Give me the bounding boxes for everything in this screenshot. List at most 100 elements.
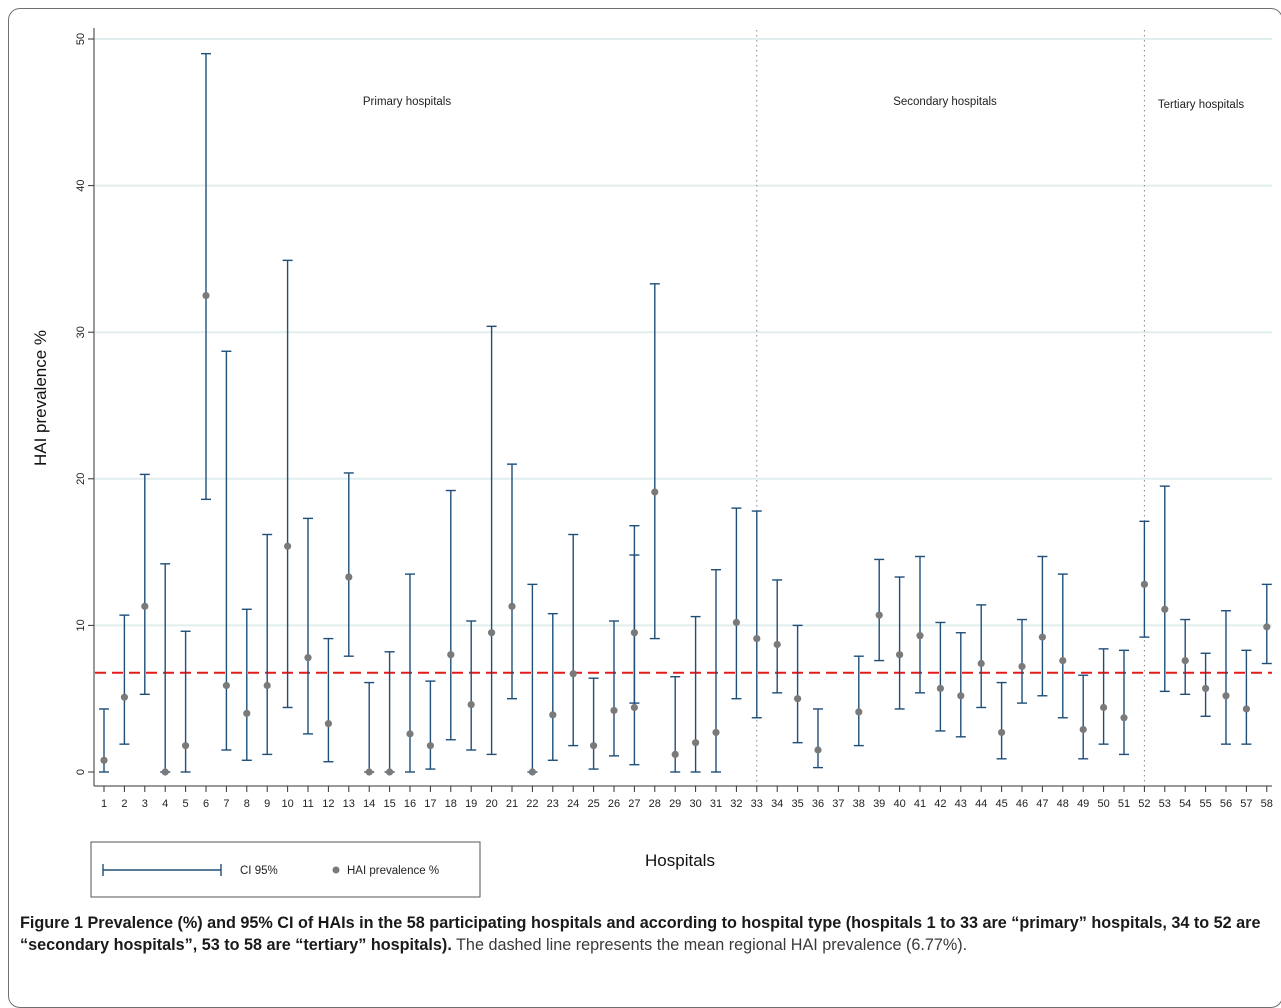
x-tick-label: 10 (281, 798, 293, 810)
legend-point-label: HAI prevalence % (347, 865, 439, 877)
prevalence-point (814, 746, 822, 754)
prevalence-point (855, 708, 863, 716)
prevalence-point (773, 640, 781, 649)
group-label: Secondary hospitals (893, 96, 997, 108)
x-tick-label: 49 (1077, 798, 1089, 810)
x-tick-label: 2 (121, 798, 127, 810)
x-tick-label: 11 (302, 798, 313, 810)
group-labels: Primary hospitals Secondary hospitals Tert… (363, 96, 1244, 111)
prevalence-point (508, 602, 516, 610)
x-tick-label: 7 (223, 798, 229, 810)
prevalence-point (243, 709, 251, 717)
x-tick-label: 58 (1261, 798, 1273, 810)
prevalence-point (467, 700, 475, 709)
figure-caption: Figure 1 Prevalence (%) and 95% CI of HA… (20, 912, 1265, 956)
x-tick-label: 33 (751, 798, 763, 810)
prevalence-point (692, 739, 700, 747)
x-axis-label: Hospitals (645, 851, 715, 870)
x-tick-label: 15 (383, 798, 395, 810)
caption-title: Prevalence (%) and 95% CI of HAIs in the… (20, 914, 1261, 954)
caption-text: The dashed line represents the mean regi… (456, 936, 968, 954)
x-tick-label: 25 (587, 798, 599, 810)
y-tick-label: 10 (75, 619, 87, 631)
prevalence-point (1263, 623, 1271, 631)
caption-label: Figure 1 (20, 914, 83, 932)
prevalence-point (324, 720, 332, 728)
prevalence-point (406, 730, 414, 738)
prevalence-point (957, 692, 965, 700)
prevalence-point (630, 703, 639, 712)
prevalence-point (386, 768, 394, 776)
x-tick-label: 47 (1036, 798, 1048, 810)
x-tick-label: 51 (1118, 798, 1130, 810)
prevalence-points (100, 291, 1271, 776)
x-tick-label: 56 (1220, 798, 1232, 810)
x-tick-label: 23 (547, 798, 559, 810)
x-tick-label: 54 (1179, 798, 1191, 810)
x-tick-label: 38 (853, 798, 865, 810)
x-tick-label: 22 (526, 798, 538, 810)
x-tick-label: 21 (506, 798, 518, 810)
prevalence-point (1161, 605, 1169, 613)
x-tick-label: 40 (893, 798, 905, 810)
x-tick-label: 13 (343, 798, 355, 810)
prevalence-point (1038, 633, 1046, 641)
x-tick-label: 5 (183, 798, 189, 810)
x-tick-label: 17 (424, 798, 436, 810)
x-tick-label: 26 (608, 798, 620, 810)
x-tick-label: 32 (730, 798, 742, 810)
prevalence-point (304, 654, 312, 662)
group-label: Primary hospitals (363, 96, 451, 108)
gridlines (95, 38, 1272, 627)
y-tick-label: 0 (75, 769, 87, 775)
x-tick-label: 29 (669, 798, 681, 810)
prevalence-point (712, 728, 720, 737)
x-tick-label: 48 (1057, 798, 1069, 810)
prevalence-point (447, 651, 455, 659)
x-tick-label: 41 (914, 798, 926, 810)
prevalence-point (1059, 656, 1067, 665)
x-tick-label: 12 (322, 798, 334, 810)
prevalence-point (896, 651, 904, 659)
x-tick-label: 6 (203, 798, 209, 810)
prevalence-point (671, 750, 679, 759)
ci-bars (99, 52, 1272, 773)
prevalence-point (222, 681, 230, 690)
prevalence-point (1120, 714, 1128, 722)
x-tick-label: 39 (873, 798, 885, 810)
x-tick-label: 8 (244, 798, 250, 810)
prevalence-point (528, 768, 537, 776)
x-tick-label: 50 (1097, 798, 1109, 810)
y-axis-label: HAI prevalence % (31, 330, 50, 466)
x-tick-label: 52 (1138, 798, 1150, 810)
y-tick-label: 20 (75, 473, 87, 485)
prevalence-point (1202, 684, 1210, 693)
x-tick-label: 44 (975, 798, 987, 810)
x-tick-label: 34 (771, 798, 783, 810)
prevalence-point (569, 670, 577, 678)
x-tick-label: 46 (1016, 798, 1028, 810)
x-tick-label: 45 (995, 798, 1007, 810)
prevalence-point (610, 706, 618, 715)
hai-prevalence-chart: Primary hospitals Secondary hospitals Tert… (31, 28, 1273, 898)
x-tick-label: 53 (1159, 798, 1171, 810)
x-tick-label: 36 (812, 798, 824, 810)
x-tick-label: 16 (404, 798, 416, 810)
legend: CI 95% HAI prevalence % (90, 841, 481, 898)
prevalence-point (284, 542, 292, 550)
prevalence-point (1181, 656, 1189, 665)
prevalence-point (1018, 662, 1026, 671)
x-tick-label: 37 (832, 798, 844, 810)
x-tick-label: 20 (485, 798, 497, 810)
x-tick-label: 57 (1240, 798, 1252, 810)
x-tick-label: 43 (955, 798, 967, 810)
x-tick-label: 55 (1199, 798, 1211, 810)
prevalence-point (1079, 725, 1087, 734)
prevalence-point (488, 629, 496, 637)
y-tick-label: 50 (75, 33, 87, 45)
prevalence-point (630, 629, 639, 637)
prevalence-point (263, 681, 271, 690)
prevalence-point (1242, 705, 1250, 713)
y-tick-label: 30 (75, 326, 87, 338)
